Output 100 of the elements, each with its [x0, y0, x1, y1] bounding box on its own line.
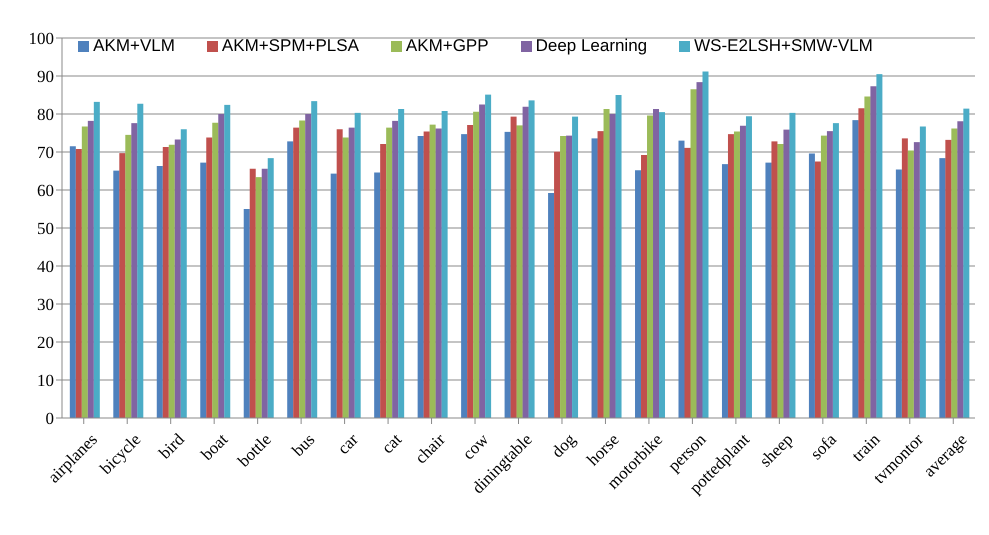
bar [678, 140, 684, 418]
bar [311, 101, 318, 418]
bar [908, 150, 914, 418]
y-tick-label: 60 [37, 181, 54, 200]
bar [137, 104, 144, 418]
bar [180, 129, 187, 418]
bar [442, 110, 448, 418]
bar [722, 164, 728, 418]
bar [113, 170, 120, 418]
bar [119, 153, 126, 418]
legend-label: WS-E2LSH+SMW-VLM [694, 36, 873, 55]
bar [920, 126, 926, 418]
bar [461, 134, 468, 418]
bar [168, 144, 175, 418]
bar [951, 128, 958, 418]
bar [832, 123, 839, 418]
bar [330, 174, 337, 418]
bar [125, 134, 132, 418]
y-tick-label: 20 [37, 333, 54, 352]
bar [299, 120, 306, 418]
bar [262, 168, 268, 418]
bar [604, 109, 610, 418]
bar [348, 128, 355, 418]
bar [902, 138, 908, 418]
bar [88, 120, 94, 418]
bar [939, 158, 946, 418]
bar [746, 116, 752, 418]
y-tick-label: 30 [37, 295, 54, 314]
bar [342, 138, 349, 418]
bar [82, 126, 88, 418]
bar [293, 128, 300, 418]
bar [572, 116, 578, 418]
bar [374, 172, 380, 418]
x-tick-label: car [334, 430, 362, 458]
y-tick-label: 80 [37, 105, 54, 124]
bar [504, 132, 511, 418]
bar [467, 125, 474, 418]
bar [852, 120, 858, 418]
y-tick-label: 70 [37, 143, 54, 162]
x-tick-label: cat [378, 430, 406, 458]
bar [635, 170, 642, 418]
legend-label: Deep Learning [536, 36, 648, 55]
bar [957, 121, 964, 418]
bar [430, 124, 436, 418]
bar [218, 114, 224, 418]
bar [516, 125, 523, 418]
bar [560, 136, 566, 418]
bar [224, 104, 230, 418]
x-tick-label: boat [197, 430, 232, 464]
bar [789, 112, 796, 418]
bar [424, 131, 430, 418]
y-tick-label: 0 [46, 409, 54, 428]
bar [616, 95, 622, 418]
bar [528, 100, 535, 418]
bar [268, 158, 274, 418]
bar [436, 128, 442, 418]
y-tick-label: 90 [37, 67, 54, 86]
bar [783, 130, 790, 418]
bar [336, 129, 343, 418]
x-tick-label: bus [288, 430, 318, 460]
legend-label: AKM+SPM+PLSA [222, 36, 359, 55]
bar [380, 144, 386, 418]
legend-label: AKM+GPP [406, 36, 489, 55]
bar [647, 116, 654, 418]
bar [610, 114, 616, 418]
bar [200, 162, 206, 418]
bar [287, 141, 294, 418]
y-tick-label: 100 [28, 29, 54, 48]
bar [945, 140, 952, 418]
bar [392, 120, 398, 418]
bar [156, 166, 163, 418]
bar [94, 102, 100, 418]
bar [814, 162, 821, 418]
bar [740, 126, 746, 418]
bar [777, 144, 784, 418]
x-tick-label: bird [155, 429, 188, 463]
bar [864, 96, 870, 418]
bar [256, 177, 262, 418]
bar [510, 116, 517, 418]
legend-label: AKM+VLM [93, 36, 175, 55]
bar [162, 147, 169, 418]
bar [479, 104, 486, 418]
bar [76, 148, 82, 418]
bar [554, 152, 560, 418]
bar [70, 146, 76, 418]
x-tick-label: sofa [806, 429, 840, 464]
bar [771, 141, 778, 418]
bar [386, 128, 392, 418]
bar [473, 112, 480, 418]
bar [659, 112, 666, 418]
bar [212, 122, 218, 418]
bar [690, 89, 696, 418]
bar [820, 136, 827, 418]
bar [765, 162, 772, 418]
bar [398, 109, 404, 418]
bar [522, 106, 529, 418]
bar [696, 82, 702, 418]
bar [598, 131, 604, 418]
bar [548, 193, 554, 418]
bar [354, 112, 361, 418]
